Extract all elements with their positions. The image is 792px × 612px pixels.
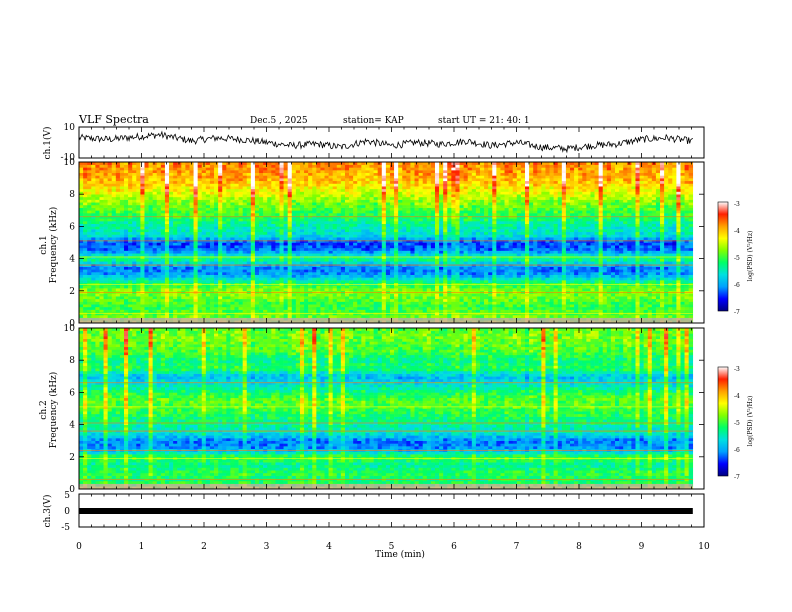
time-tick-label: 9: [639, 542, 645, 552]
figure-title: VLF Spectra: [78, 113, 149, 126]
time-tick-label: 10: [698, 542, 710, 552]
time-tick-label: 6: [451, 542, 457, 552]
ch1-ytick-top: 10: [64, 123, 76, 133]
ch2-colorbar-tick: -4: [734, 393, 740, 400]
ch2-colorbar: -3 -4 -5 -6 -7 log(PSD) (V²/Hz): [718, 366, 754, 481]
spectrogram-ytick-label: 2: [69, 453, 75, 463]
spectrogram-ytick-label: 10: [64, 158, 76, 168]
ch3-ytick-top: 5: [64, 491, 70, 501]
time-tick-label: 1: [139, 542, 145, 552]
ch2-spectrogram-image: [79, 328, 693, 489]
ch2-spectrogram-ylabel: Frequency (kHz): [48, 372, 59, 449]
ch2-colorbar-tick: -3: [734, 366, 740, 373]
spectrogram-ytick-label: 10: [64, 324, 76, 334]
ch2-colorbar-tick: -5: [734, 420, 740, 427]
ch1-spectrogram-channel-label: ch.1: [39, 235, 49, 254]
time-tick-label: 3: [264, 542, 270, 552]
time-tick-label: 2: [201, 542, 207, 552]
spectrogram-ytick-label: 0: [69, 485, 75, 495]
ch1-colorbar-tick: -4: [734, 228, 740, 235]
spectrogram-ytick-label: 6: [69, 388, 75, 398]
vlf-spectra-figure: VLF Spectra Dec.5 , 2025 station= KAP st…: [0, 0, 792, 612]
spectrogram-ytick-label: 8: [69, 356, 75, 366]
header-start-time: start UT = 21: 40: 1: [438, 116, 530, 126]
ch2-colorbar-tick: -6: [734, 447, 740, 454]
ch2-colorbar-tick: -7: [734, 474, 740, 481]
header-station: station= KAP: [343, 116, 404, 126]
ch3-ylabel: ch.3(V): [42, 495, 53, 528]
ch1-colorbar-tick: -3: [734, 201, 740, 208]
ch1-colorbar: -3 -4 -5 -6 -7 log(PSD) (V²/Hz): [718, 201, 754, 316]
spectrogram-ytick-label: 4: [69, 421, 75, 431]
header-date: Dec.5 , 2025: [250, 116, 308, 126]
time-tick-label: 4: [326, 542, 332, 552]
ch3-ytick-bottom: -5: [61, 523, 70, 533]
ch1-colorbar-scale: [718, 202, 728, 311]
ch1-colorbar-tick: -7: [734, 309, 740, 316]
ch1-ylabel: ch.1(V): [42, 127, 53, 160]
ch1-spectrogram-ylabel: Frequency (kHz): [48, 207, 59, 284]
ch2-colorbar-scale: [718, 367, 728, 476]
time-tick-label: 7: [514, 542, 520, 552]
ch3-waveform-line: [79, 508, 693, 514]
spectrogram-ytick-label: 6: [69, 222, 75, 232]
ch2-spectrogram-panel: 0 2 4 6 8 10 ch.2 Frequency (kHz): [39, 324, 704, 495]
spectrogram-ytick-label: 2: [69, 287, 75, 297]
ch3-ytick-mid: 0: [64, 507, 70, 517]
spectrogram-ytick-label: 4: [69, 255, 75, 265]
ch2-colorbar-label: log(PSD) (V²/Hz): [747, 396, 754, 447]
spectrogram-ytick-label: 8: [69, 190, 75, 200]
ch1-colorbar-tick: -6: [734, 282, 740, 289]
ch1-colorbar-label: log(PSD) (V²/Hz): [747, 231, 754, 282]
time-tick-label: 8: [576, 542, 582, 552]
ch1-spectrogram-image: [79, 162, 693, 323]
ch1-colorbar-tick: -5: [734, 255, 740, 262]
time-axis-label: Time (min): [375, 549, 425, 560]
time-tick-label: 0: [76, 542, 82, 552]
ch2-spectrogram-channel-label: ch.2: [39, 400, 49, 419]
